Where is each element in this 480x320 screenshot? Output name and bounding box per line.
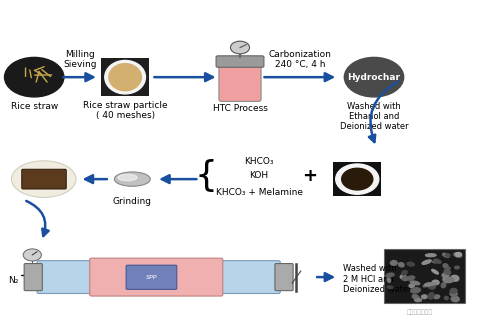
Ellipse shape	[386, 273, 394, 277]
FancyBboxPatch shape	[101, 58, 149, 96]
Ellipse shape	[433, 295, 440, 299]
FancyBboxPatch shape	[216, 56, 264, 67]
Text: KOH: KOH	[250, 172, 269, 180]
Ellipse shape	[105, 60, 145, 94]
Ellipse shape	[432, 280, 439, 285]
FancyBboxPatch shape	[333, 162, 381, 196]
Text: +: +	[302, 167, 317, 185]
Circle shape	[230, 41, 250, 54]
Ellipse shape	[451, 296, 459, 302]
Text: Grinding: Grinding	[113, 197, 152, 206]
Ellipse shape	[451, 275, 459, 281]
FancyBboxPatch shape	[90, 258, 223, 296]
Ellipse shape	[412, 295, 419, 300]
Ellipse shape	[446, 254, 450, 257]
Ellipse shape	[443, 277, 451, 282]
Ellipse shape	[441, 283, 446, 288]
Ellipse shape	[407, 276, 415, 280]
Ellipse shape	[428, 284, 435, 289]
Text: KHCO₃: KHCO₃	[244, 157, 274, 166]
Circle shape	[23, 249, 41, 261]
FancyBboxPatch shape	[24, 264, 42, 291]
Ellipse shape	[426, 283, 436, 285]
Ellipse shape	[390, 260, 397, 265]
Ellipse shape	[445, 270, 451, 274]
Ellipse shape	[422, 260, 431, 264]
Text: Milling
Sieving: Milling Sieving	[63, 50, 96, 69]
FancyBboxPatch shape	[275, 264, 293, 291]
Ellipse shape	[453, 253, 462, 257]
Text: Rice straw particle
( 40 meshes): Rice straw particle ( 40 meshes)	[83, 101, 168, 120]
Ellipse shape	[407, 262, 414, 266]
Ellipse shape	[444, 267, 450, 272]
Ellipse shape	[432, 260, 440, 263]
Ellipse shape	[387, 286, 393, 288]
Ellipse shape	[443, 264, 448, 268]
Circle shape	[344, 57, 404, 97]
Text: Carbonization
240 °C, 4 h: Carbonization 240 °C, 4 h	[268, 50, 331, 69]
Text: KHCO₃ + Melamine: KHCO₃ + Melamine	[216, 188, 303, 197]
Ellipse shape	[455, 266, 459, 269]
Ellipse shape	[109, 64, 142, 91]
Ellipse shape	[443, 253, 449, 257]
Text: 材料分析与应用: 材料分析与应用	[407, 309, 432, 315]
Text: HTC Process: HTC Process	[213, 104, 267, 113]
Ellipse shape	[444, 277, 454, 283]
Ellipse shape	[342, 168, 373, 190]
Ellipse shape	[387, 278, 391, 282]
Text: SPP: SPP	[146, 275, 157, 280]
Ellipse shape	[455, 252, 462, 257]
Text: Rice straw: Rice straw	[11, 102, 58, 111]
FancyBboxPatch shape	[22, 169, 66, 189]
Ellipse shape	[425, 283, 432, 286]
Circle shape	[4, 57, 64, 97]
FancyBboxPatch shape	[37, 261, 280, 293]
Ellipse shape	[450, 288, 457, 293]
Ellipse shape	[402, 270, 407, 275]
Ellipse shape	[410, 281, 420, 285]
Ellipse shape	[432, 269, 438, 274]
Ellipse shape	[411, 288, 420, 293]
Ellipse shape	[402, 277, 408, 281]
Ellipse shape	[444, 296, 448, 300]
Ellipse shape	[428, 292, 434, 299]
Ellipse shape	[434, 259, 441, 263]
Text: Hydrochar: Hydrochar	[348, 73, 400, 82]
Ellipse shape	[400, 275, 406, 279]
Ellipse shape	[12, 161, 76, 197]
Ellipse shape	[336, 164, 379, 194]
Ellipse shape	[425, 254, 436, 257]
Ellipse shape	[114, 172, 150, 186]
Ellipse shape	[398, 263, 404, 267]
Text: N₂: N₂	[8, 276, 18, 285]
FancyBboxPatch shape	[384, 249, 465, 303]
Ellipse shape	[423, 283, 431, 287]
FancyBboxPatch shape	[126, 265, 177, 289]
FancyBboxPatch shape	[219, 64, 261, 101]
Text: Washed with
2 M HCl and
Deionized water: Washed with 2 M HCl and Deionized water	[343, 264, 411, 294]
Ellipse shape	[450, 292, 457, 296]
Ellipse shape	[415, 299, 421, 302]
Ellipse shape	[421, 295, 427, 299]
Ellipse shape	[409, 284, 414, 287]
Ellipse shape	[118, 174, 137, 181]
Text: Washed with
Ethanol and
Deionized water: Washed with Ethanol and Deionized water	[340, 102, 408, 132]
Text: {: {	[195, 159, 218, 193]
Ellipse shape	[442, 273, 449, 278]
